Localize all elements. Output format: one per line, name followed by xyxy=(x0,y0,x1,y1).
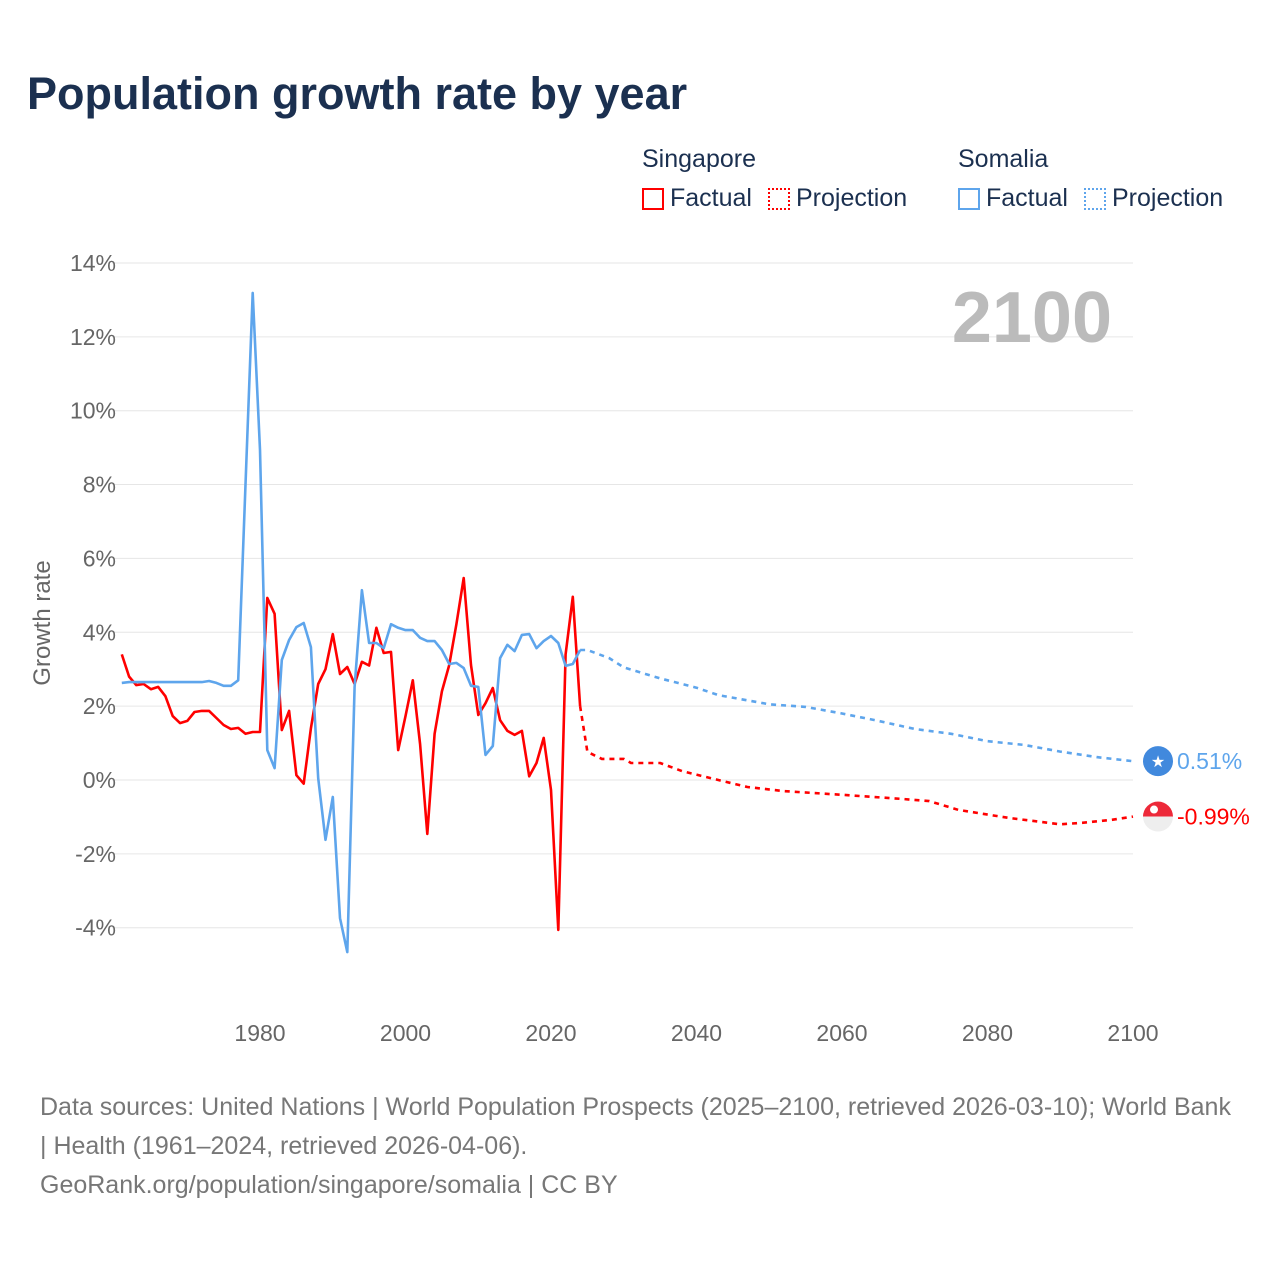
y-axis-label: Growth rate xyxy=(29,560,56,685)
y-tick-label: 10% xyxy=(70,398,116,424)
legend-singapore-projection[interactable]: Projection xyxy=(767,184,908,213)
y-tick-label: 14% xyxy=(70,250,116,276)
credit-link[interactable]: GeoRank.org/population/singapore/somalia… xyxy=(40,1171,618,1199)
legend-label: Projection xyxy=(1111,184,1224,212)
dotted-swatch-icon xyxy=(767,187,790,210)
x-tick-label: 2100 xyxy=(1107,1020,1158,1046)
singapore-end-label: -0.99% xyxy=(1177,804,1250,830)
x-tick-label: 2080 xyxy=(962,1020,1013,1046)
legend-label: Projection xyxy=(795,184,908,212)
y-tick-label: 8% xyxy=(83,472,116,498)
legend-group-label: Singapore xyxy=(642,145,756,173)
legend-label: Factual xyxy=(986,184,1068,212)
y-tick-label: 4% xyxy=(83,619,116,645)
x-tick-label: 1980 xyxy=(234,1020,285,1046)
legend-somalia-projection[interactable]: Projection xyxy=(1083,184,1224,213)
solid-swatch-icon xyxy=(642,187,664,210)
series-line-somalia-factual xyxy=(121,291,582,954)
somalia-flag-icon: ★ xyxy=(1143,746,1173,777)
y-tick-label: -2% xyxy=(75,841,116,867)
series-line-singapore-factual xyxy=(120,576,582,932)
flag-white xyxy=(1143,816,1173,832)
flag-circle xyxy=(1143,746,1173,777)
crescent-icon xyxy=(1150,805,1158,814)
legend-somalia-factual[interactable]: Factual xyxy=(958,184,1068,213)
x-tick-label: 2020 xyxy=(525,1020,576,1046)
legend-group-label: Somalia xyxy=(958,145,1049,173)
star-icon: ★ xyxy=(1151,754,1165,771)
legend-somalia: Somalia Factual Projection xyxy=(958,145,1223,213)
legend-singapore-factual[interactable]: Factual xyxy=(642,184,752,213)
y-tick-label: 0% xyxy=(83,767,116,793)
chart-title: Population growth rate by year xyxy=(27,68,688,119)
x-tick-label: 2000 xyxy=(380,1020,431,1046)
legend-label: Factual xyxy=(670,184,752,212)
y-tick-label: 12% xyxy=(70,324,116,350)
series-line-singapore-projection xyxy=(578,705,1134,826)
solid-swatch-icon xyxy=(958,187,980,210)
legend-singapore: Singapore Factual Projection xyxy=(642,145,907,213)
somalia-end-label: 0.51% xyxy=(1177,748,1242,774)
y-tick-label: 6% xyxy=(83,545,116,571)
x-tick-label: 2060 xyxy=(816,1020,867,1046)
x-tick-label: 2040 xyxy=(671,1020,722,1046)
series-line-somalia-projection xyxy=(580,648,1134,763)
y-tick-label: -4% xyxy=(75,915,116,941)
footer: Data sources: United Nations | World Pop… xyxy=(40,1088,1240,1205)
year-indicator: 2100 xyxy=(952,278,1112,358)
dotted-swatch-icon xyxy=(1083,187,1106,210)
flag-red xyxy=(1143,801,1173,817)
singapore-flag-icon xyxy=(1143,801,1173,832)
data-sources: Data sources: United Nations | World Pop… xyxy=(40,1093,1231,1160)
y-tick-label: 2% xyxy=(83,693,116,719)
